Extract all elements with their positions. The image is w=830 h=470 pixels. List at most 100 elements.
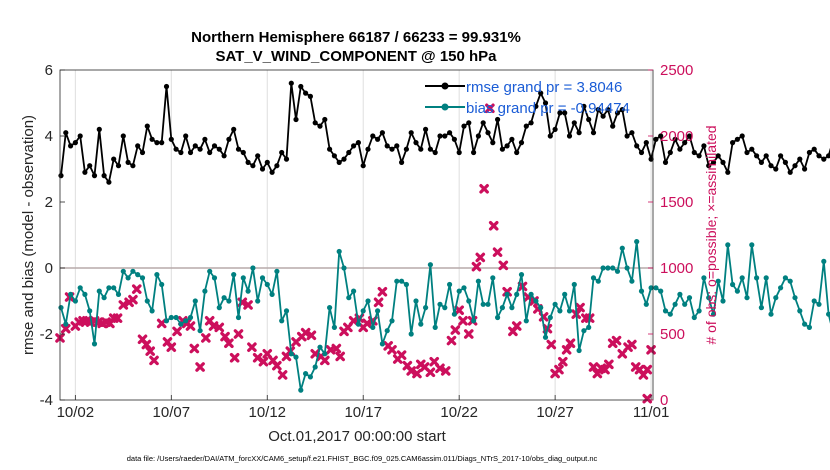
- rmse-point: [154, 140, 160, 146]
- bias-point: [211, 275, 218, 281]
- rmse-point: [82, 169, 88, 175]
- bias-point: [739, 275, 745, 281]
- rmse-point: [638, 149, 645, 156]
- bias-point: [523, 318, 529, 324]
- obs-x-91: [479, 184, 489, 194]
- rmse-point: [821, 156, 827, 162]
- obs-assimilated-marker: [396, 350, 407, 360]
- bias-point: [173, 314, 179, 321]
- rmse-point: [672, 136, 678, 142]
- rmse-point: [451, 136, 457, 142]
- bias-point: [782, 275, 789, 281]
- obs-x-26: [172, 326, 182, 337]
- rmse-point: [307, 93, 313, 99]
- obs-x-108: [558, 356, 568, 367]
- rmse-point: [571, 120, 577, 126]
- obs-assimilated-marker: [604, 359, 614, 370]
- obs-assimilated-marker: [149, 355, 159, 366]
- x-tick-label-4: 10/22: [440, 404, 478, 421]
- rmse-point: [816, 153, 822, 159]
- rmse-point: [754, 153, 760, 159]
- bias-point: [154, 272, 160, 278]
- obs-assimilated-marker: [306, 330, 317, 341]
- bias-point: [293, 354, 299, 360]
- obs-assimilated-marker: [272, 360, 282, 371]
- rmse-point: [686, 133, 693, 139]
- bias-point: [792, 295, 798, 301]
- rmse-point: [442, 133, 448, 139]
- y-right-tick-label-2: 1000: [660, 260, 693, 277]
- bias-point: [264, 281, 270, 288]
- rmse-point: [255, 153, 261, 159]
- obs-x-73: [396, 350, 407, 360]
- rmse-point: [471, 149, 477, 156]
- rmse-point: [802, 166, 808, 172]
- bias-point: [806, 324, 813, 330]
- y-axis-label: rmse and bias (model - observation): [20, 115, 37, 355]
- obs-assimilated-marker: [201, 333, 211, 343]
- rmse-point: [226, 136, 232, 142]
- bias-point: [96, 288, 102, 294]
- rmse-point: [283, 156, 290, 162]
- bias-point: [734, 288, 741, 294]
- rmse-point: [658, 133, 664, 139]
- rmse-point: [399, 159, 405, 165]
- obs-assimilated-marker: [425, 367, 436, 378]
- bias-point: [662, 308, 669, 314]
- obs-x-30: [189, 343, 200, 354]
- bias-point: [274, 268, 280, 274]
- rmse-point: [168, 136, 174, 142]
- obs-x-41: [243, 300, 253, 310]
- obs-x-31: [195, 362, 205, 372]
- obs-assimilated-marker: [277, 370, 288, 380]
- obs-x-105: [546, 339, 557, 350]
- obs-assimilated-marker: [463, 329, 474, 339]
- obs-x-42: [247, 342, 257, 352]
- obs-x-44: [258, 356, 269, 367]
- rmse-point: [437, 133, 443, 139]
- rmse-point: [72, 140, 78, 146]
- rmse-point: [614, 110, 621, 116]
- rmse-point: [758, 159, 765, 165]
- plot-area: [60, 70, 653, 400]
- obs-x-90: [475, 252, 486, 263]
- obs-x-109: [561, 345, 572, 355]
- rmse-point: [566, 133, 573, 139]
- bias-point: [504, 291, 510, 297]
- rmse-point: [269, 169, 275, 175]
- rmse-point: [490, 140, 496, 146]
- rmse-point: [677, 146, 683, 152]
- obs-x-1: [60, 323, 71, 334]
- bias-point: [187, 314, 194, 321]
- obs-x-93: [488, 220, 499, 231]
- rmse-point: [456, 149, 462, 156]
- bias-point: [87, 308, 93, 314]
- rmse-point: [734, 136, 741, 142]
- rmse-point: [749, 146, 755, 152]
- obs-x-82: [440, 366, 451, 376]
- bias-point: [317, 344, 323, 350]
- rmse-point: [346, 149, 352, 156]
- x-tick-label-0: 10/02: [57, 404, 95, 421]
- rmse-point: [274, 163, 280, 169]
- rmse-point: [509, 136, 515, 142]
- rmse-point: [351, 143, 357, 149]
- bias-point: [461, 285, 467, 291]
- rmse-point: [715, 153, 721, 159]
- bias-point: [322, 351, 328, 357]
- obs-assimilated-marker: [454, 305, 464, 316]
- rmse-point: [590, 130, 597, 136]
- legend: rmse grand pr = 3.8046 bias grand pr = -…: [425, 79, 630, 117]
- obs-x-36: [220, 331, 230, 342]
- obs-x-35: [214, 322, 225, 333]
- bias-point: [758, 305, 765, 311]
- rmse-point: [115, 163, 122, 169]
- rmse-point: [173, 146, 179, 152]
- rmse-point: [264, 159, 270, 165]
- obs-assimilated-marker: [335, 351, 345, 362]
- bias-point: [139, 275, 146, 281]
- rmse-point: [725, 169, 731, 175]
- bias-point: [178, 321, 184, 327]
- bias-point: [552, 301, 558, 307]
- rmse-point: [629, 130, 635, 136]
